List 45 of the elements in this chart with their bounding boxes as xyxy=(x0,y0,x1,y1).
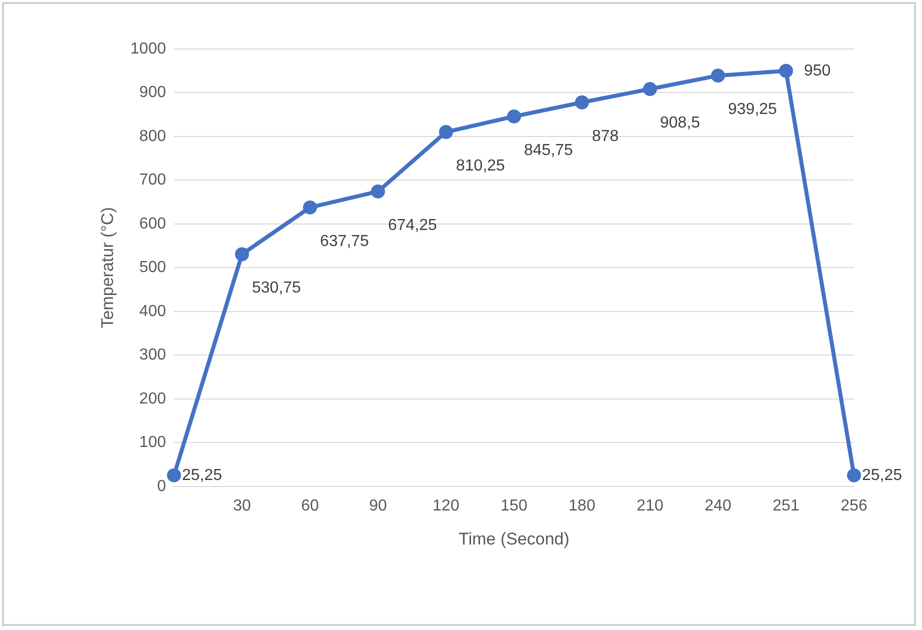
y-tick-label: 600 xyxy=(139,215,166,232)
y-tick-label: 700 xyxy=(139,172,166,189)
x-axis-title: Time (Second) xyxy=(458,529,570,548)
data-label: 939,25 xyxy=(728,100,778,118)
y-tick-label: 0 xyxy=(157,478,166,495)
point xyxy=(438,124,453,139)
point xyxy=(166,468,181,482)
x-tick-label: 30 xyxy=(233,497,251,514)
data-label: 637,75 xyxy=(320,232,370,250)
data-label: 878 xyxy=(592,128,619,145)
y-tick-label: 1000 xyxy=(130,40,166,58)
y-tick-label: 300 xyxy=(139,346,166,364)
data-label: 530,75 xyxy=(252,280,302,297)
data-label: 845,75 xyxy=(524,142,574,159)
y-tick-label: 100 xyxy=(139,434,166,452)
x-tick-label: 256 xyxy=(840,497,868,514)
data-label: 25,25 xyxy=(182,466,222,484)
point xyxy=(847,468,861,482)
point xyxy=(574,95,589,110)
x-tick-label: 60 xyxy=(301,497,319,514)
point xyxy=(506,109,521,124)
y-tick-label: 400 xyxy=(139,302,166,320)
point xyxy=(779,64,793,78)
x-tick-label: 180 xyxy=(568,497,596,514)
x-tick-label: 251 xyxy=(772,497,800,514)
x-tick-label: 150 xyxy=(500,497,528,514)
y-axis-title: Temperatur (°C) xyxy=(98,207,117,328)
y-tick-label: 500 xyxy=(139,259,166,276)
x-tick-label: 210 xyxy=(636,497,664,514)
data-label: 950 xyxy=(804,62,831,80)
data-label: 908,5 xyxy=(660,114,700,132)
point xyxy=(302,200,317,214)
data-label: 25,25 xyxy=(862,466,902,484)
data-label: 674,25 xyxy=(388,216,438,234)
x-tick-label: 240 xyxy=(704,497,732,514)
y-tick-label: 900 xyxy=(139,84,166,102)
point xyxy=(643,82,657,96)
y-tick-label: 800 xyxy=(139,128,166,145)
x-tick-label: 90 xyxy=(369,497,387,514)
point xyxy=(370,184,385,198)
y-tick-label: 200 xyxy=(139,390,166,408)
data-label: 810,25 xyxy=(456,157,506,174)
x-tick-label: 120 xyxy=(432,497,460,514)
point xyxy=(234,247,249,262)
point xyxy=(711,68,725,83)
